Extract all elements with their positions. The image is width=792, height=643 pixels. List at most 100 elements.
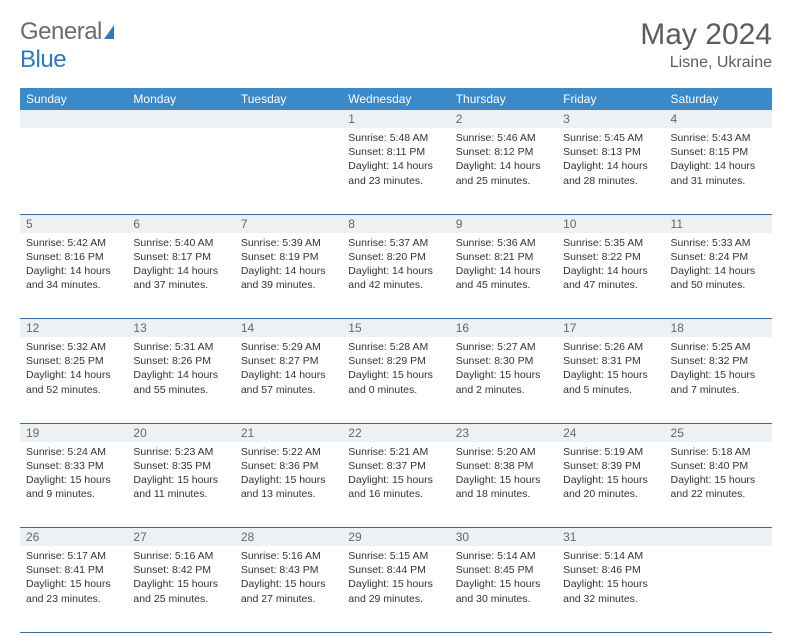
- day-number-cell: [127, 110, 234, 128]
- sunset-line: Sunset: 8:12 PM: [456, 145, 551, 159]
- weekday-header: Tuesday: [235, 88, 342, 110]
- day-cell: Sunrise: 5:40 AMSunset: 8:17 PMDaylight:…: [127, 233, 234, 319]
- sunrise-line: Sunrise: 5:46 AM: [456, 131, 551, 145]
- day-details: Sunrise: 5:17 AMSunset: 8:41 PMDaylight:…: [20, 546, 127, 610]
- sunset-line: Sunset: 8:19 PM: [241, 250, 336, 264]
- sunrise-line: Sunrise: 5:14 AM: [456, 549, 551, 563]
- daylight-line: Daylight: 15 hours and 5 minutes.: [563, 368, 658, 396]
- day-cell: Sunrise: 5:32 AMSunset: 8:25 PMDaylight:…: [20, 337, 127, 423]
- daylight-line: Daylight: 15 hours and 23 minutes.: [26, 577, 121, 605]
- sunset-line: Sunset: 8:44 PM: [348, 563, 443, 577]
- day-details: Sunrise: 5:32 AMSunset: 8:25 PMDaylight:…: [20, 337, 127, 401]
- day-cell: Sunrise: 5:16 AMSunset: 8:43 PMDaylight:…: [235, 546, 342, 632]
- day-number-cell: 3: [557, 110, 664, 128]
- title-block: May 2024 Lisne, Ukraine: [640, 18, 772, 72]
- daynum-row: 19202122232425: [20, 423, 772, 442]
- sunrise-line: Sunrise: 5:33 AM: [671, 236, 766, 250]
- sunset-line: Sunset: 8:37 PM: [348, 459, 443, 473]
- sunset-line: Sunset: 8:20 PM: [348, 250, 443, 264]
- daylight-line: Daylight: 15 hours and 9 minutes.: [26, 473, 121, 501]
- sunrise-line: Sunrise: 5:19 AM: [563, 445, 658, 459]
- sunrise-line: Sunrise: 5:14 AM: [563, 549, 658, 563]
- day-cell: Sunrise: 5:14 AMSunset: 8:46 PMDaylight:…: [557, 546, 664, 632]
- sunrise-line: Sunrise: 5:39 AM: [241, 236, 336, 250]
- daylight-line: Daylight: 14 hours and 45 minutes.: [456, 264, 551, 292]
- brand-part1: General: [20, 18, 102, 45]
- day-cell: Sunrise: 5:19 AMSunset: 8:39 PMDaylight:…: [557, 442, 664, 528]
- sunset-line: Sunset: 8:29 PM: [348, 354, 443, 368]
- day-cell: Sunrise: 5:35 AMSunset: 8:22 PMDaylight:…: [557, 233, 664, 319]
- daylight-line: Daylight: 14 hours and 55 minutes.: [133, 368, 228, 396]
- weekday-row: SundayMondayTuesdayWednesdayThursdayFrid…: [20, 88, 772, 110]
- sunrise-line: Sunrise: 5:40 AM: [133, 236, 228, 250]
- day-number-cell: 16: [450, 319, 557, 338]
- daylight-line: Daylight: 15 hours and 25 minutes.: [133, 577, 228, 605]
- daylight-line: Daylight: 15 hours and 32 minutes.: [563, 577, 658, 605]
- day-details: Sunrise: 5:36 AMSunset: 8:21 PMDaylight:…: [450, 233, 557, 297]
- daylight-line: Daylight: 14 hours and 31 minutes.: [671, 159, 766, 187]
- day-details: Sunrise: 5:42 AMSunset: 8:16 PMDaylight:…: [20, 233, 127, 297]
- day-details: Sunrise: 5:20 AMSunset: 8:38 PMDaylight:…: [450, 442, 557, 506]
- sunrise-line: Sunrise: 5:26 AM: [563, 340, 658, 354]
- weekday-header: Sunday: [20, 88, 127, 110]
- day-cell: Sunrise: 5:16 AMSunset: 8:42 PMDaylight:…: [127, 546, 234, 632]
- day-number-cell: 5: [20, 214, 127, 233]
- day-details: Sunrise: 5:21 AMSunset: 8:37 PMDaylight:…: [342, 442, 449, 506]
- daylight-line: Daylight: 15 hours and 18 minutes.: [456, 473, 551, 501]
- sunset-line: Sunset: 8:39 PM: [563, 459, 658, 473]
- sunrise-line: Sunrise: 5:16 AM: [241, 549, 336, 563]
- day-number-cell: 27: [127, 528, 234, 547]
- sunrise-line: Sunrise: 5:15 AM: [348, 549, 443, 563]
- daylight-line: Daylight: 14 hours and 57 minutes.: [241, 368, 336, 396]
- day-cell: Sunrise: 5:33 AMSunset: 8:24 PMDaylight:…: [665, 233, 772, 319]
- day-cell: Sunrise: 5:29 AMSunset: 8:27 PMDaylight:…: [235, 337, 342, 423]
- day-cell: Sunrise: 5:27 AMSunset: 8:30 PMDaylight:…: [450, 337, 557, 423]
- sunset-line: Sunset: 8:26 PM: [133, 354, 228, 368]
- calendar-body: 1234Sunrise: 5:48 AMSunset: 8:11 PMDayli…: [20, 110, 772, 632]
- day-cell: [235, 128, 342, 214]
- day-number-cell: 22: [342, 423, 449, 442]
- day-cell: Sunrise: 5:23 AMSunset: 8:35 PMDaylight:…: [127, 442, 234, 528]
- week-row: Sunrise: 5:24 AMSunset: 8:33 PMDaylight:…: [20, 442, 772, 528]
- day-details: Sunrise: 5:31 AMSunset: 8:26 PMDaylight:…: [127, 337, 234, 401]
- day-number-cell: 10: [557, 214, 664, 233]
- day-details: Sunrise: 5:35 AMSunset: 8:22 PMDaylight:…: [557, 233, 664, 297]
- week-row: Sunrise: 5:32 AMSunset: 8:25 PMDaylight:…: [20, 337, 772, 423]
- sunset-line: Sunset: 8:35 PM: [133, 459, 228, 473]
- day-cell: Sunrise: 5:43 AMSunset: 8:15 PMDaylight:…: [665, 128, 772, 214]
- daylight-line: Daylight: 15 hours and 29 minutes.: [348, 577, 443, 605]
- day-cell: [665, 546, 772, 632]
- day-number-cell: 8: [342, 214, 449, 233]
- day-number-cell: 30: [450, 528, 557, 547]
- day-number-cell: 2: [450, 110, 557, 128]
- week-row: Sunrise: 5:48 AMSunset: 8:11 PMDaylight:…: [20, 128, 772, 214]
- daylight-line: Daylight: 14 hours and 42 minutes.: [348, 264, 443, 292]
- day-number-cell: 18: [665, 319, 772, 338]
- sunrise-line: Sunrise: 5:45 AM: [563, 131, 658, 145]
- day-details: Sunrise: 5:43 AMSunset: 8:15 PMDaylight:…: [665, 128, 772, 192]
- daylight-line: Daylight: 15 hours and 27 minutes.: [241, 577, 336, 605]
- day-cell: Sunrise: 5:21 AMSunset: 8:37 PMDaylight:…: [342, 442, 449, 528]
- day-number-cell: 21: [235, 423, 342, 442]
- daylight-line: Daylight: 14 hours and 34 minutes.: [26, 264, 121, 292]
- day-number-cell: 13: [127, 319, 234, 338]
- day-cell: Sunrise: 5:15 AMSunset: 8:44 PMDaylight:…: [342, 546, 449, 632]
- sunrise-line: Sunrise: 5:24 AM: [26, 445, 121, 459]
- day-cell: Sunrise: 5:46 AMSunset: 8:12 PMDaylight:…: [450, 128, 557, 214]
- daylight-line: Daylight: 14 hours and 52 minutes.: [26, 368, 121, 396]
- day-number-cell: 25: [665, 423, 772, 442]
- daylight-line: Daylight: 14 hours and 28 minutes.: [563, 159, 658, 187]
- day-details: Sunrise: 5:28 AMSunset: 8:29 PMDaylight:…: [342, 337, 449, 401]
- sunset-line: Sunset: 8:24 PM: [671, 250, 766, 264]
- sunrise-line: Sunrise: 5:28 AM: [348, 340, 443, 354]
- sunset-line: Sunset: 8:22 PM: [563, 250, 658, 264]
- daynum-row: 262728293031: [20, 528, 772, 547]
- day-cell: Sunrise: 5:26 AMSunset: 8:31 PMDaylight:…: [557, 337, 664, 423]
- daynum-row: 567891011: [20, 214, 772, 233]
- day-cell: Sunrise: 5:17 AMSunset: 8:41 PMDaylight:…: [20, 546, 127, 632]
- day-details: Sunrise: 5:14 AMSunset: 8:45 PMDaylight:…: [450, 546, 557, 610]
- daylight-line: Daylight: 14 hours and 23 minutes.: [348, 159, 443, 187]
- sunrise-line: Sunrise: 5:22 AM: [241, 445, 336, 459]
- day-cell: Sunrise: 5:20 AMSunset: 8:38 PMDaylight:…: [450, 442, 557, 528]
- sunset-line: Sunset: 8:21 PM: [456, 250, 551, 264]
